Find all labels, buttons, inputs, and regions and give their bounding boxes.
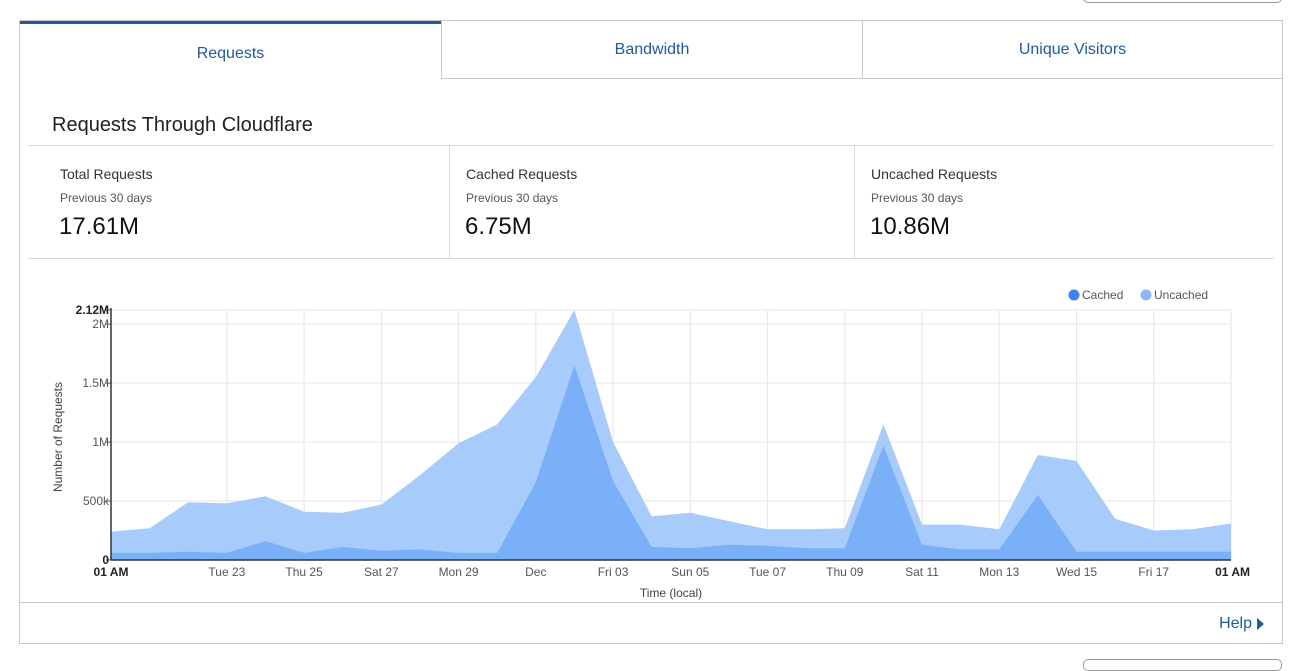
help-link[interactable]: Help bbox=[1219, 615, 1264, 633]
legend-cached-swatch bbox=[1069, 290, 1080, 301]
x-tick-label: Mon 13 bbox=[979, 565, 1019, 579]
legend-cached-label: Cached bbox=[1082, 288, 1123, 302]
x-tick-label: Wed 15 bbox=[1056, 565, 1097, 579]
x-tick-label: Fri 17 bbox=[1138, 565, 1169, 579]
legend-uncached-swatch bbox=[1141, 290, 1152, 301]
stat-value: 6.75M bbox=[465, 213, 532, 241]
x-tick-label: Sun 05 bbox=[671, 565, 709, 579]
stat-label: Uncached Requests bbox=[871, 166, 997, 182]
x-tick-label: Tue 23 bbox=[208, 565, 245, 579]
x-tick-label: Sat 27 bbox=[364, 565, 399, 579]
y-tick-label: 2M bbox=[92, 317, 109, 331]
stat-period: Previous 30 days bbox=[466, 191, 558, 205]
tab-requests[interactable]: Requests bbox=[20, 21, 441, 79]
y-tick-label: 500k bbox=[83, 494, 110, 508]
stat-uncached-requests: Uncached Requests Previous 30 days 10.86… bbox=[854, 146, 1274, 258]
stat-label: Total Requests bbox=[60, 166, 153, 182]
y-axis-title: Number of Requests bbox=[51, 382, 65, 492]
analytics-card: Requests Bandwidth Unique Visitors Reque… bbox=[19, 20, 1283, 644]
stat-period: Previous 30 days bbox=[871, 191, 963, 205]
card-footer: Help bbox=[20, 602, 1282, 643]
stat-period: Previous 30 days bbox=[60, 191, 152, 205]
stat-value: 10.86M bbox=[870, 213, 950, 241]
stats-row: Total Requests Previous 30 days 17.61M C… bbox=[28, 145, 1274, 259]
x-tick-label: Dec bbox=[525, 565, 546, 579]
series-area-uncached bbox=[111, 310, 1231, 560]
stat-cached-requests: Cached Requests Previous 30 days 6.75M bbox=[449, 146, 854, 258]
caret-right-icon bbox=[1257, 618, 1264, 630]
x-tick-label: Thu 09 bbox=[826, 565, 864, 579]
stat-total-requests: Total Requests Previous 30 days 17.61M bbox=[28, 146, 449, 258]
x-tick-label: Mon 29 bbox=[439, 565, 479, 579]
help-label: Help bbox=[1219, 615, 1252, 633]
bottom-partial-control[interactable] bbox=[1083, 659, 1282, 671]
section-title: Requests Through Cloudflare bbox=[52, 114, 313, 137]
tab-bar: Requests Bandwidth Unique Visitors bbox=[20, 21, 1282, 79]
x-tick-label: Tue 07 bbox=[749, 565, 786, 579]
x-axis-title: Time (local) bbox=[640, 586, 702, 600]
y-tick-label: 1M bbox=[92, 435, 109, 449]
tab-bandwidth[interactable]: Bandwidth bbox=[441, 21, 862, 79]
x-tick-label: Sat 11 bbox=[905, 565, 939, 579]
x-tick-label: Thu 25 bbox=[285, 565, 323, 579]
stat-value: 17.61M bbox=[59, 213, 139, 241]
stat-label: Cached Requests bbox=[466, 166, 577, 182]
legend-uncached-label: Uncached bbox=[1154, 288, 1208, 302]
tab-unique-visitors[interactable]: Unique Visitors bbox=[862, 21, 1282, 79]
x-tick-label: 01 AM bbox=[94, 565, 129, 579]
y-tick-label: 2.12M bbox=[76, 303, 109, 317]
y-tick-label: 1.5M bbox=[82, 376, 109, 390]
x-tick-label: 01 AM bbox=[1215, 565, 1250, 579]
top-partial-control[interactable] bbox=[1083, 0, 1282, 3]
x-tick-label: Fri 03 bbox=[598, 565, 629, 579]
